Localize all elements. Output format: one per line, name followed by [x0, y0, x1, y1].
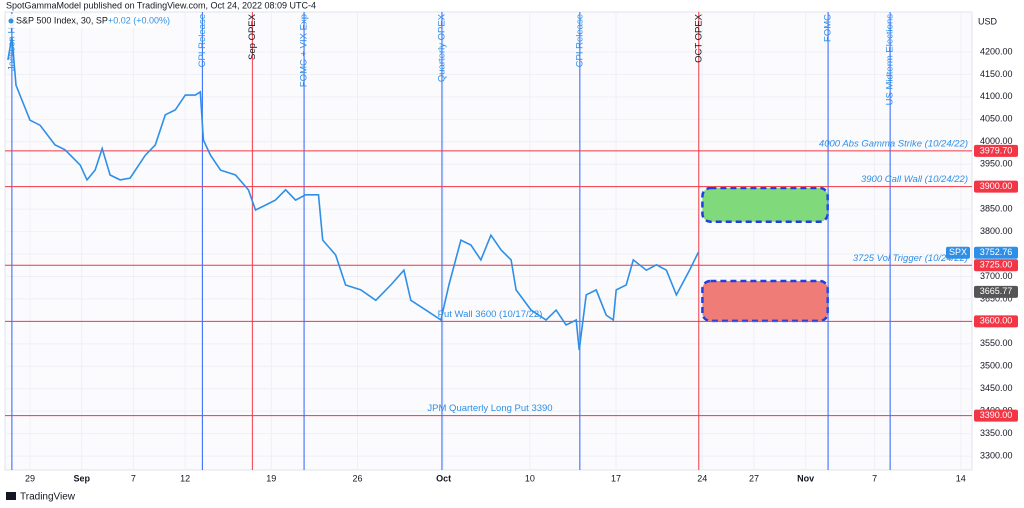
currency: USD — [978, 16, 998, 26]
event-label: Sep OPEX — [247, 13, 258, 60]
event-label: US Midterm Elections — [885, 14, 896, 106]
y-tick-label: 3700.00 — [980, 271, 1013, 281]
level-label: 3725 Vol Trigger (10/24/22) — [853, 253, 968, 264]
x-tick-label: Sep — [73, 473, 90, 483]
y-tick-label: 3650.00 — [980, 293, 1013, 303]
level-label: 3900 Call Wall (10/24/22) — [861, 174, 968, 185]
x-tick-label: 24 — [697, 473, 707, 483]
price-tag-label: 3752.76 — [980, 247, 1013, 257]
x-tick-label: 29 — [25, 473, 35, 483]
event-label: Quarterly OPEX — [436, 13, 447, 82]
x-tick-label: 17 — [611, 473, 621, 483]
logo — [6, 492, 16, 500]
x-tick-label: 19 — [266, 473, 276, 483]
event-label: FOMC — [823, 14, 834, 42]
legend-dot — [8, 18, 14, 24]
y-tick-label: 3950.00 — [980, 159, 1013, 169]
x-tick-label: 27 — [749, 473, 759, 483]
x-tick-label: 7 — [131, 473, 136, 483]
change: +0.02 (+0.00%) — [108, 15, 170, 25]
price-tag — [974, 180, 1018, 193]
x-tick-label: 10 — [525, 473, 535, 483]
price-line — [7, 36, 700, 351]
header: SpotGammaModel published on TradingView.… — [6, 0, 316, 10]
price-tag-label: 3979.70 — [980, 145, 1013, 155]
x-tick-label: 26 — [352, 473, 362, 483]
y-tick-label: 3450.00 — [980, 383, 1013, 393]
symbol-tag-label: SPX — [949, 247, 967, 257]
y-tick-label: 3350.00 — [980, 428, 1013, 438]
y-tick-label: 3800.00 — [980, 226, 1013, 236]
y-tick-label: 4100.00 — [980, 91, 1013, 101]
y-tick-label: 4050.00 — [980, 114, 1013, 124]
price-tag — [974, 246, 1018, 259]
layer: 3300.003350.003400.003450.003500.003550.… — [5, 12, 1018, 483]
zone — [701, 279, 829, 323]
symbol-tag — [946, 246, 970, 259]
y-tick-label: 4200.00 — [980, 46, 1013, 56]
price-tag — [974, 259, 1018, 272]
price-tag-label: 3390.00 — [980, 410, 1013, 420]
legend-bg — [6, 14, 154, 28]
price-tag — [974, 144, 1018, 157]
price-tag-label: 3725.00 — [980, 260, 1013, 270]
level-label: Put Wall 3600 (10/17/22) — [438, 309, 543, 320]
event-label: CPI Release — [574, 14, 585, 67]
level-label: JPM Quarterly Long Put 3390 — [427, 403, 552, 414]
price-tag-label: 3600.00 — [980, 316, 1013, 326]
event-label: FOMC + VIX Exp — [299, 14, 310, 87]
y-tick-label: 3500.00 — [980, 361, 1013, 371]
footer: TradingView — [20, 492, 76, 503]
price-tag-label: 3665.77 — [980, 286, 1013, 296]
y-tick-label: 4000.00 — [980, 136, 1013, 146]
x-tick-label: 14 — [956, 473, 966, 483]
level-label: 4000 Abs Gamma Strike (10/24/22) — [819, 138, 968, 149]
symbol: S&P 500 Index, 30, SP — [16, 15, 108, 25]
price-tag-label: 3900.00 — [980, 181, 1013, 191]
price-tag — [974, 315, 1018, 328]
event-label: CPI Release — [197, 14, 208, 67]
y-tick-label: 4150.00 — [980, 69, 1013, 79]
y-tick-label: 3850.00 — [980, 203, 1013, 213]
y-tick-label: 3300.00 — [980, 450, 1013, 460]
x-tick-label: 7 — [872, 473, 877, 483]
zone — [701, 186, 829, 223]
y-tick-label: 3550.00 — [980, 338, 1013, 348]
x-tick-label: 12 — [180, 473, 190, 483]
x-tick-label: Oct — [436, 473, 451, 483]
event-label: OCT OPEX — [693, 13, 704, 63]
price-tag — [974, 409, 1018, 422]
price-tag — [974, 285, 1018, 298]
x-tick-label: Nov — [797, 473, 814, 483]
